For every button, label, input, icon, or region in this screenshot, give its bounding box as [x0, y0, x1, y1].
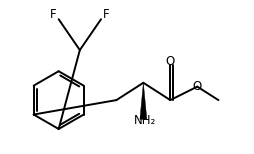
Text: F: F	[50, 8, 57, 21]
Text: F: F	[103, 8, 109, 21]
Text: O: O	[166, 55, 175, 68]
Text: O: O	[193, 80, 202, 93]
Polygon shape	[140, 83, 147, 119]
Text: NH₂: NH₂	[134, 114, 156, 127]
